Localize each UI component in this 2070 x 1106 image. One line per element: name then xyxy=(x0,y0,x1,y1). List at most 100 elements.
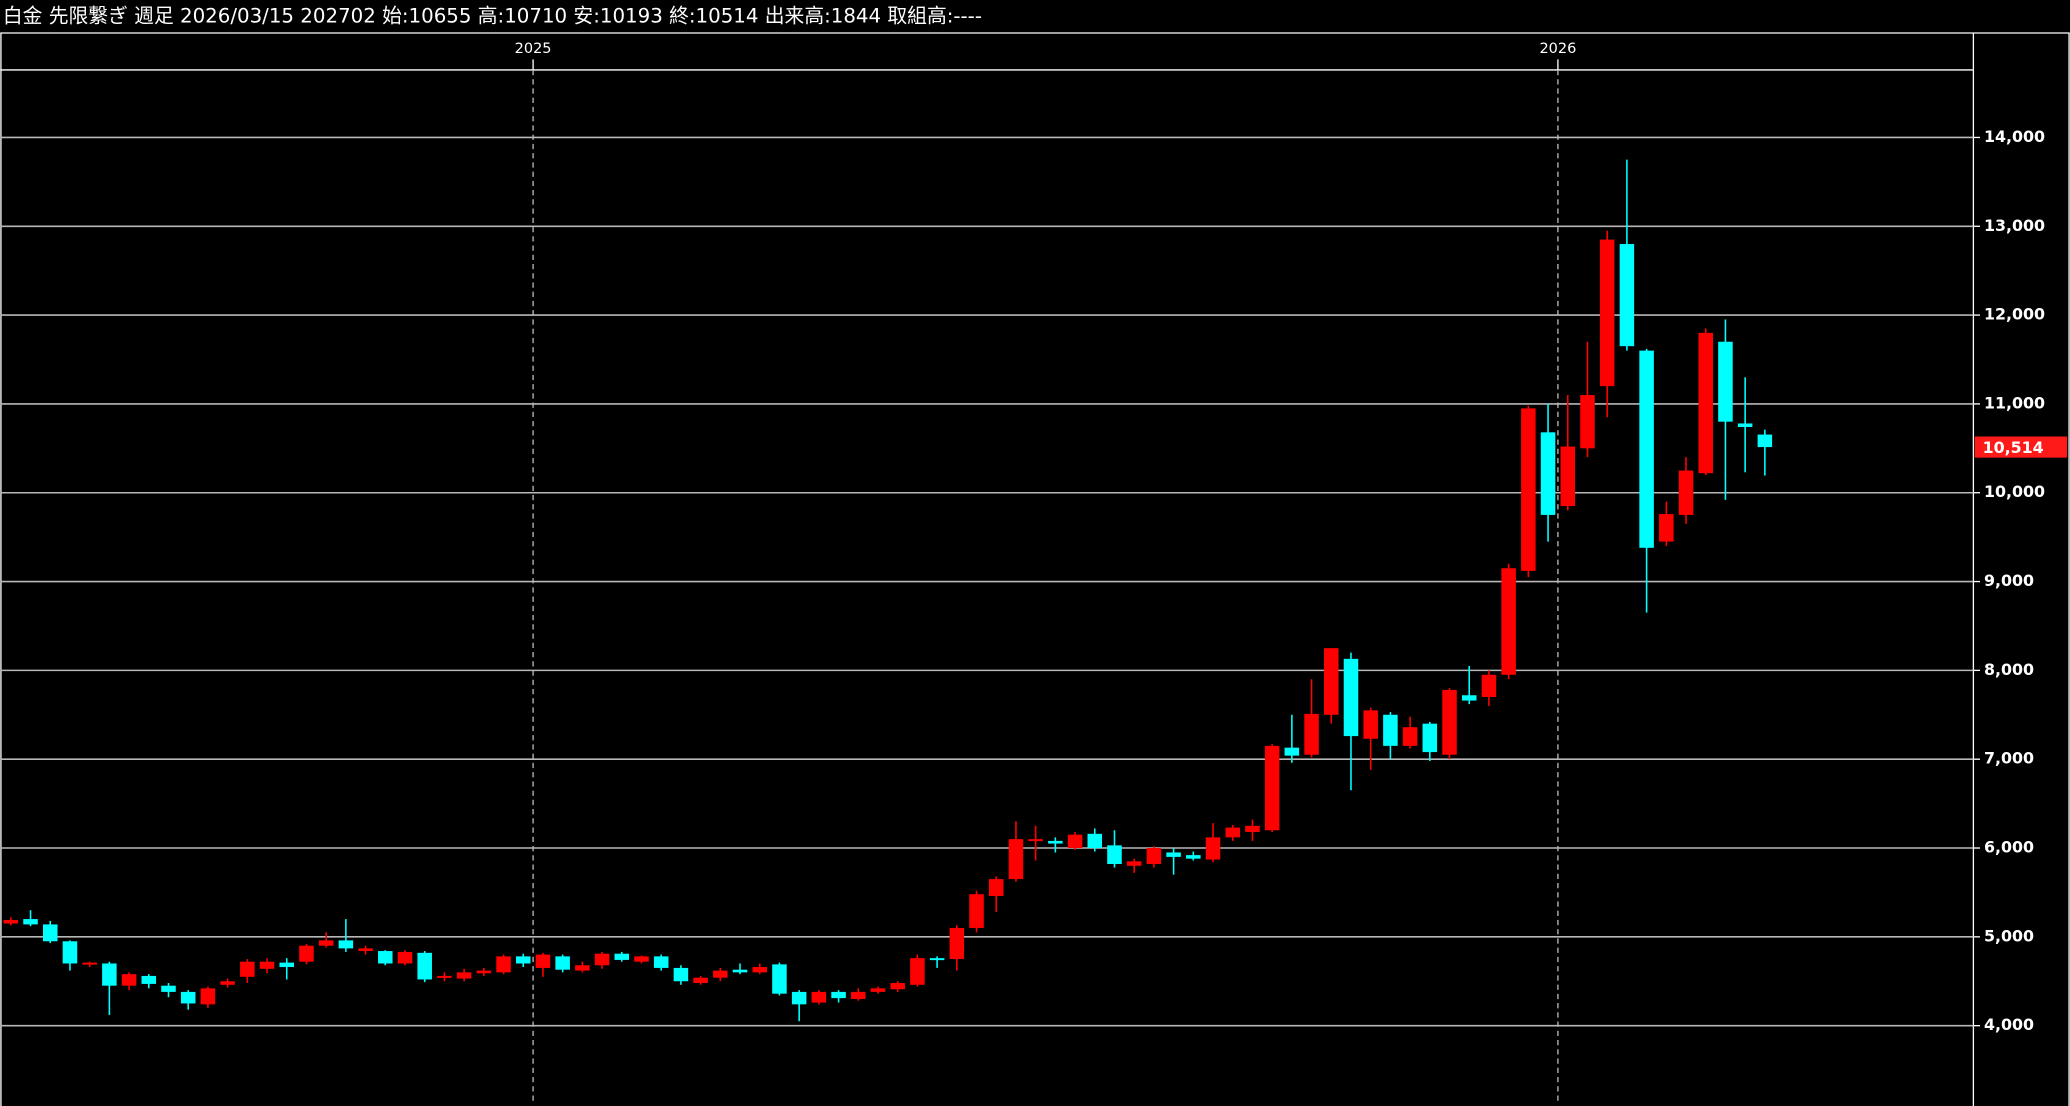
candle-body xyxy=(259,961,275,969)
candle-body xyxy=(1402,727,1418,746)
chart-title: 白金 先限繋ぎ 週足 2026/03/15 202702 始:10655 高:1… xyxy=(3,5,982,28)
candle-body xyxy=(240,961,255,977)
y-tick-label: 10,000 xyxy=(1984,482,2045,501)
candle-body xyxy=(456,972,472,979)
candle-body xyxy=(1028,839,1043,842)
y-tick-label: 8,000 xyxy=(1984,660,2034,679)
candle-body xyxy=(1599,239,1615,387)
candle-body xyxy=(1324,648,1339,715)
candle-body xyxy=(1580,395,1595,449)
candle-body xyxy=(732,969,748,973)
candle-body xyxy=(1501,568,1516,675)
candle-body xyxy=(1560,446,1576,507)
y-tick-label: 12,000 xyxy=(1984,305,2045,324)
candle-body xyxy=(831,991,846,999)
candle-body xyxy=(929,958,945,961)
candle-body xyxy=(851,991,866,1000)
candle-body xyxy=(82,962,97,965)
y-tick-label: 5,000 xyxy=(1984,926,2034,945)
y-tick-label: 14,000 xyxy=(1984,127,2045,146)
y-tick-label: 6,000 xyxy=(1984,838,2034,857)
candle-body xyxy=(949,927,965,960)
candle-body xyxy=(102,963,117,986)
candle-body xyxy=(417,952,432,980)
candle-body xyxy=(594,953,610,966)
candle-body xyxy=(1422,723,1438,753)
candle-body xyxy=(23,919,38,925)
candle-body xyxy=(1343,658,1359,737)
y-tick-label: 7,000 xyxy=(1984,749,2034,768)
candle-body xyxy=(673,967,689,982)
candle-body xyxy=(1146,848,1162,865)
candle-body xyxy=(910,958,925,985)
candle-body xyxy=(1107,845,1122,865)
candle-body xyxy=(1383,714,1398,746)
candle-body xyxy=(1442,689,1457,755)
candle-body xyxy=(653,956,669,968)
candle-body xyxy=(575,965,590,971)
candle-body xyxy=(1619,244,1635,347)
candle-body xyxy=(1481,674,1497,698)
candle-body xyxy=(1048,840,1063,844)
candle-body xyxy=(1126,861,1142,866)
candle-body xyxy=(988,879,1004,896)
candle-body xyxy=(299,945,314,962)
candle-body xyxy=(1737,423,1753,428)
candle-body xyxy=(1304,713,1319,755)
candle-body xyxy=(890,983,905,990)
candle-body xyxy=(515,956,531,964)
candle-body xyxy=(1757,434,1773,448)
candle-body xyxy=(1718,341,1733,422)
frame xyxy=(0,32,2070,1106)
last-price-box xyxy=(1974,436,2068,458)
candle-body xyxy=(338,940,354,949)
candle-body xyxy=(200,988,216,1005)
candle-body xyxy=(1008,839,1024,880)
candle-body xyxy=(1659,514,1674,542)
candle-body xyxy=(437,975,452,978)
candle-body xyxy=(358,948,373,952)
candle-body xyxy=(1264,745,1280,831)
candle-body xyxy=(1698,332,1713,474)
candle-body xyxy=(969,894,984,928)
candle-body xyxy=(1186,855,1201,859)
last-price-label: 10,514 xyxy=(1983,438,2044,457)
candle-body xyxy=(772,964,787,994)
candle-body xyxy=(496,956,511,973)
candle-body xyxy=(1087,833,1103,849)
candle-body xyxy=(634,956,649,962)
candle-body xyxy=(1461,695,1477,701)
candle-body xyxy=(811,991,827,1003)
candle-body xyxy=(713,970,728,978)
candle-body xyxy=(1205,837,1221,860)
candle-body xyxy=(121,974,137,986)
candle-body xyxy=(161,985,176,992)
x-tick-label: 2026 xyxy=(1539,41,1576,57)
candle-body xyxy=(1521,408,1536,571)
candle-body xyxy=(62,941,78,964)
candle-body xyxy=(279,962,295,968)
y-tick-label: 11,000 xyxy=(1984,393,2045,412)
candle-body xyxy=(693,977,708,984)
candle-body xyxy=(318,940,334,946)
candle-body xyxy=(1284,747,1300,756)
candle-body xyxy=(535,954,551,968)
candle-body xyxy=(1639,350,1654,548)
candle-body xyxy=(1225,827,1240,838)
candle-body xyxy=(180,991,196,1004)
x-tick-label: 2025 xyxy=(515,41,552,57)
candle-body xyxy=(3,919,19,924)
candle-body xyxy=(1540,432,1556,515)
candle-body xyxy=(141,975,157,984)
candle-body xyxy=(1166,852,1181,857)
candle-body xyxy=(555,956,570,970)
candle-body xyxy=(476,970,492,974)
candle-body xyxy=(752,967,767,973)
candle-body xyxy=(1363,710,1378,739)
candle-body xyxy=(42,924,58,942)
candle-body xyxy=(791,991,807,1005)
candle-body xyxy=(220,981,235,985)
